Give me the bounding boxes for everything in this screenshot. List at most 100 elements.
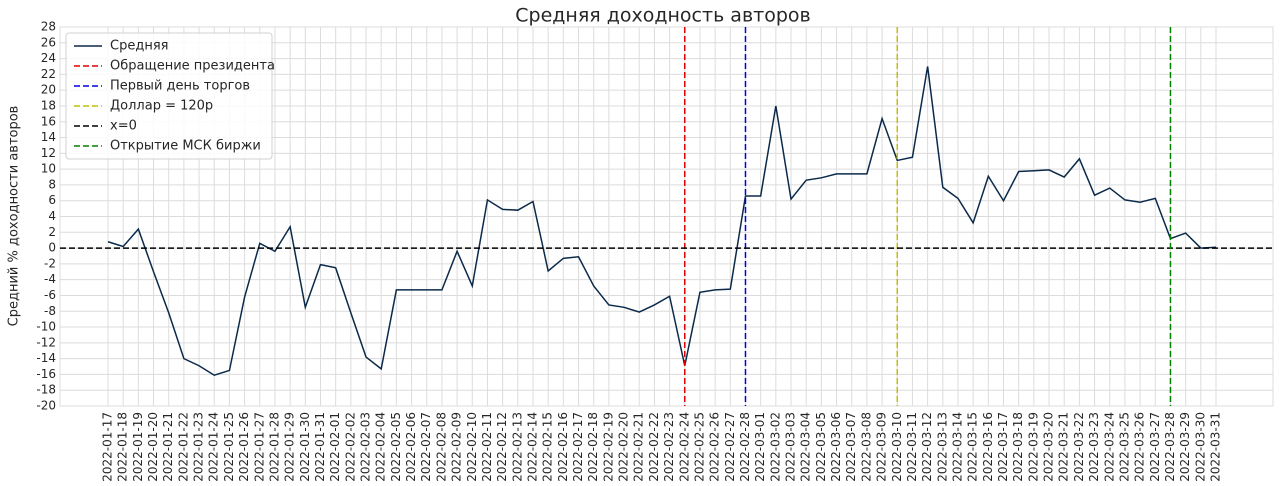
x-tick-label: 2022-03-24 [1102, 412, 1116, 482]
x-tick-label: 2022-03-03 [784, 412, 798, 482]
x-tick-label: 2022-03-21 [1057, 412, 1071, 482]
x-tick-label: 2022-02-23 [662, 412, 676, 482]
x-tick-label: 2022-01-23 [192, 412, 206, 482]
x-tick-label: 2022-03-06 [829, 412, 843, 482]
y-tick-label: -20 [36, 399, 56, 413]
x-tick-label: 2022-01-27 [252, 412, 266, 482]
y-tick-label: 0 [48, 241, 56, 255]
x-tick-label: 2022-02-09 [450, 412, 464, 482]
x-tick-label: 2022-02-06 [404, 412, 418, 482]
legend-label: x=0 [110, 119, 137, 134]
x-tick-label: 2022-01-25 [222, 412, 236, 482]
x-tick-label: 2022-03-17 [996, 412, 1010, 482]
x-tick-label: 2022-03-09 [875, 412, 889, 482]
x-tick-label: 2022-02-16 [556, 412, 570, 482]
x-tick-label: 2022-03-11 [905, 412, 919, 482]
y-tick-label: -14 [36, 351, 56, 365]
x-tick-label: 2022-01-20 [146, 412, 160, 482]
x-tick-label: 2022-03-31 [1209, 412, 1223, 482]
x-tick-label: 2022-02-13 [510, 412, 524, 482]
y-tick-label: -2 [44, 256, 56, 270]
x-tick-label: 2022-03-04 [799, 412, 813, 482]
y-tick-label: 28 [41, 20, 56, 34]
legend-label: Обращение президента [110, 59, 275, 74]
y-tick-label: -16 [36, 367, 56, 381]
y-tick-label: -18 [36, 383, 56, 397]
x-tick-label: 2022-03-30 [1193, 412, 1207, 482]
x-tick-label: 2022-03-18 [1011, 412, 1025, 482]
x-tick-label: 2022-03-10 [890, 412, 904, 482]
x-tick-label: 2022-03-15 [966, 412, 980, 482]
x-tick-label: 2022-03-23 [1087, 412, 1101, 482]
x-tick-label: 2022-02-21 [632, 412, 646, 482]
y-axis-label: Средний % доходности авторов [7, 106, 22, 327]
x-tick-label: 2022-03-01 [753, 412, 767, 482]
legend-label: Первый день торгов [110, 79, 250, 94]
x-tick-label: 2022-01-24 [207, 412, 221, 482]
y-tick-label: -4 [44, 272, 56, 286]
x-tick-label: 2022-02-08 [434, 412, 448, 482]
x-tick-label: 2022-03-02 [768, 412, 782, 482]
x-tick-label: 2022-02-11 [480, 412, 494, 482]
plot-frame [59, 26, 1274, 407]
x-tick-label: 2022-01-28 [267, 412, 281, 482]
x-tick-label: 2022-02-01 [328, 412, 342, 482]
y-tick-label: 6 [48, 193, 56, 207]
x-tick-label: 2022-02-26 [708, 412, 722, 482]
legend-label: Доллар = 120р [110, 99, 213, 114]
x-tick-label: 2022-02-07 [419, 412, 433, 482]
x-tick-label: 2022-02-14 [525, 412, 539, 482]
y-tick-label: -8 [44, 304, 56, 318]
legend-label: Открытие МСК биржи [110, 139, 261, 154]
y-tick-label: -6 [44, 288, 56, 302]
y-tick-label: 4 [48, 209, 56, 223]
y-tick-label: -12 [36, 335, 56, 349]
x-tick-label: 2022-03-27 [1148, 412, 1162, 482]
x-tick-label: 2022-02-04 [374, 412, 388, 482]
x-tick-label: 2022-01-22 [176, 412, 190, 482]
x-tick-label: 2022-02-25 [692, 412, 706, 482]
chart-title: Средняя доходность авторов [515, 5, 810, 27]
x-tick-label: 2022-03-29 [1178, 412, 1192, 482]
y-tick-label: 22 [41, 67, 56, 81]
legend-box [65, 32, 273, 160]
x-tick-label: 2022-03-16 [981, 412, 995, 482]
y-tick-label: 8 [48, 177, 56, 191]
x-tick-label: 2022-02-02 [343, 412, 357, 482]
x-tick-label: 2022-02-05 [389, 412, 403, 482]
y-tick-label: 10 [41, 162, 56, 176]
y-tick-label: 2 [48, 225, 56, 239]
x-tick-label: 2022-03-05 [814, 412, 828, 482]
x-tick-label: 2022-02-22 [647, 412, 661, 482]
legend: Средняя Обращение президента Первый день т… [65, 32, 275, 160]
x-tick-label: 2022-03-26 [1133, 412, 1147, 482]
y-tick-label: 18 [41, 98, 56, 112]
y-tick-label: 20 [41, 83, 56, 97]
x-tick-label: 2022-01-26 [237, 412, 251, 482]
x-tick-label: 2022-02-10 [465, 412, 479, 482]
x-tick-label: 2022-01-17 [101, 412, 115, 482]
x-tick-label: 2022-03-13 [935, 412, 949, 482]
x-tick-label: 2022-02-19 [601, 412, 615, 482]
x-tick-label: 2022-01-29 [283, 412, 297, 482]
x-tick-label: 2022-03-20 [1042, 412, 1056, 482]
x-tick-label: 2022-02-28 [738, 412, 752, 482]
y-tick-label: 14 [41, 130, 56, 144]
x-tick-label: 2022-03-28 [1163, 412, 1177, 482]
x-tick-label: 2022-02-18 [586, 412, 600, 482]
x-tick-label: 2022-03-22 [1072, 412, 1086, 482]
y-tick-label: 26 [41, 35, 56, 49]
x-tick-label: 2022-01-31 [313, 412, 327, 482]
legend-label: Средняя [110, 39, 168, 54]
x-tick-label: 2022-02-17 [571, 412, 585, 482]
x-tick-label: 2022-03-25 [1117, 412, 1131, 482]
x-tick-label: 2022-02-24 [677, 412, 691, 482]
x-tick-label: 2022-01-18 [116, 412, 130, 482]
x-tick-label: 2022-02-12 [495, 412, 509, 482]
x-tick-label: 2022-03-19 [1026, 412, 1040, 482]
x-tick-label: 2022-03-14 [950, 412, 964, 482]
y-tick-label: 16 [41, 114, 56, 128]
x-tick-label: 2022-02-27 [723, 412, 737, 482]
y-tick-label: -10 [36, 320, 56, 334]
x-tick-label: 2022-02-03 [359, 412, 373, 482]
